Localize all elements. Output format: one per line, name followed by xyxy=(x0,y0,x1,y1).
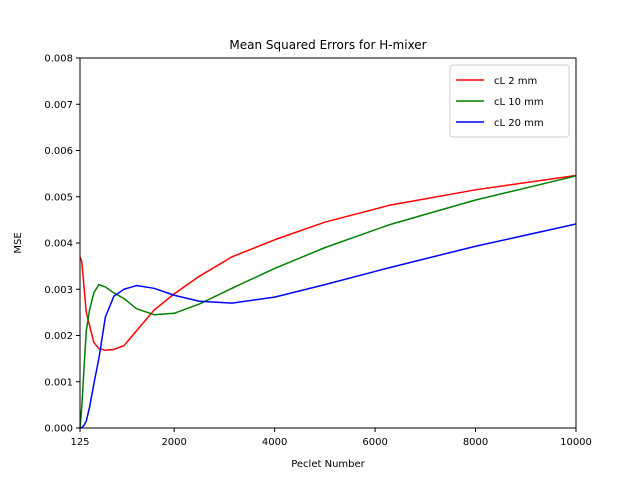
y-tick-label: 0.005 xyxy=(44,192,73,203)
series-layer xyxy=(79,174,577,429)
series-line-cl-2-mm xyxy=(79,174,577,352)
legend-label: cL 20 mm xyxy=(494,118,544,129)
y-tick-label: 0.008 xyxy=(44,54,73,65)
y-tick-label: 0.003 xyxy=(44,285,73,296)
x-tick-label: 8000 xyxy=(463,437,488,448)
x-tick-label: 2000 xyxy=(161,437,186,448)
legend: cL 2 mm cL 10 mm cL 20 mm xyxy=(449,64,570,138)
legend-label: cL 10 mm xyxy=(494,97,544,108)
y-axis-title: MSE xyxy=(13,232,24,253)
y-tick-label: 0.006 xyxy=(44,146,73,157)
y-tick-label: 0.002 xyxy=(44,331,73,342)
x-tick-label: 125 xyxy=(70,437,89,448)
x-axis-title: Peclet Number xyxy=(291,459,365,470)
legend-label: cL 2 mm xyxy=(494,76,537,87)
chart-title: Mean Squared Errors for H-mixer xyxy=(229,38,426,52)
x-tick-label: 4000 xyxy=(262,437,287,448)
y-tick-label: 0.001 xyxy=(44,377,73,388)
series-line-cl-10-mm xyxy=(79,175,577,429)
series-line-cl-20-mm xyxy=(79,223,577,429)
y-tick-label: 0.007 xyxy=(44,100,73,111)
x-tick-label: 10000 xyxy=(560,437,592,448)
y-tick-label: 0.004 xyxy=(44,239,73,250)
y-tick-label: 0.000 xyxy=(44,424,73,435)
x-axis: 125 2000 4000 6000 8000 10000 xyxy=(70,428,592,448)
x-tick-label: 6000 xyxy=(362,437,387,448)
y-axis: 0.000 0.001 0.002 0.003 0.004 0.005 0.006 0.007… xyxy=(44,54,80,435)
legend-box xyxy=(449,64,570,138)
